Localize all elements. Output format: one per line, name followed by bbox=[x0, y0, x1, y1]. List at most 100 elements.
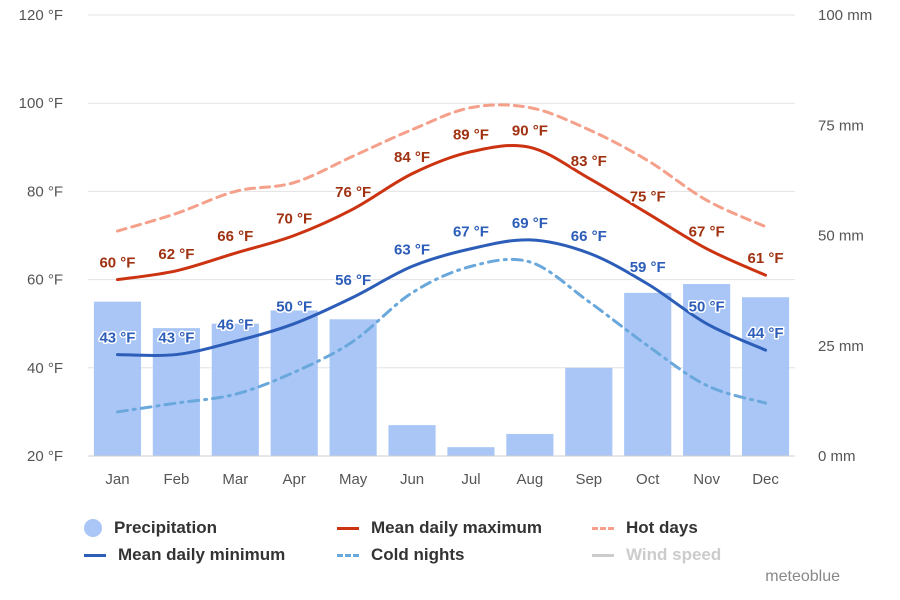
mean-daily-maximum-line bbox=[115, 144, 768, 282]
legend-label: Mean daily maximum bbox=[371, 518, 543, 537]
x-tick-label: Oct bbox=[636, 471, 660, 488]
legend-item-mean-daily-minimum[interactable]: Mean daily minimum bbox=[84, 544, 285, 566]
mean-daily-minimum-label-halo: 59 °F bbox=[630, 259, 666, 276]
mean-daily-maximum-label: 76 °F bbox=[335, 184, 371, 201]
mean-daily-maximum-label-halo: 76 °F bbox=[335, 184, 371, 201]
legend-dashed-line-icon bbox=[592, 526, 614, 530]
mean-daily-maximum-label: 83 °F bbox=[571, 153, 607, 170]
legend-circle-icon bbox=[84, 519, 102, 537]
mean-daily-minimum-label: 46 °F bbox=[217, 316, 253, 333]
mean-daily-maximum-label-halo: 89 °F bbox=[453, 127, 489, 144]
legend-item-mean-daily-maximum[interactable]: Mean daily maximum bbox=[337, 517, 542, 539]
mean-daily-maximum-label-halo: 70 °F bbox=[276, 211, 312, 228]
x-tick-label: Jun bbox=[400, 471, 424, 488]
mean-daily-minimum-label: 43 °F bbox=[158, 330, 194, 347]
y-left-tick-label: 80 °F bbox=[27, 183, 63, 200]
y-left-tick-label: 60 °F bbox=[27, 272, 63, 289]
mean-daily-minimum-label: 44 °F bbox=[748, 325, 784, 342]
mean-daily-minimum-label-halo: 56 °F bbox=[335, 272, 371, 289]
mean-daily-minimum-label: 59 °F bbox=[630, 259, 666, 276]
mean-daily-minimum-label-halo: 43 °F bbox=[158, 330, 194, 347]
mean-daily-maximum-label: 62 °F bbox=[158, 246, 194, 263]
mean-daily-minimum-line bbox=[115, 238, 768, 358]
mean-daily-maximum-label: 90 °F bbox=[512, 122, 548, 139]
x-tick-label: Sep bbox=[575, 471, 602, 488]
legend-label: Wind speed bbox=[626, 545, 722, 564]
precipitation-bar bbox=[741, 297, 790, 456]
x-tick-label: Apr bbox=[283, 471, 306, 488]
precipitation-bar bbox=[624, 292, 672, 456]
mean-daily-maximum-label: 89 °F bbox=[453, 127, 489, 144]
y-left-tick-label: 120 °F bbox=[19, 7, 63, 24]
mean-daily-minimum-label: 56 °F bbox=[335, 272, 371, 289]
legend-item-precipitation[interactable]: Precipitation bbox=[84, 517, 217, 539]
mean-daily-maximum-label: 75 °F bbox=[630, 188, 666, 205]
legend-line-icon bbox=[337, 526, 359, 530]
y-left-tick-label: 20 °F bbox=[27, 448, 63, 465]
mean-daily-maximum-label: 70 °F bbox=[276, 211, 312, 228]
mean-daily-maximum-label-halo: 67 °F bbox=[689, 224, 725, 241]
mean-daily-maximum-label-halo: 66 °F bbox=[217, 228, 253, 245]
x-tick-label: Mar bbox=[222, 471, 248, 488]
y-right-tick-label: 75 mm bbox=[818, 117, 864, 134]
cold-nights-line bbox=[115, 257, 768, 414]
legend-dashdot-line-icon bbox=[337, 553, 359, 557]
y-right-tick-label: 25 mm bbox=[818, 338, 864, 355]
mean-daily-maximum-label-halo: 62 °F bbox=[158, 246, 194, 263]
mean-daily-minimum-label-halo: 50 °F bbox=[689, 299, 725, 316]
credit-label: meteoblue bbox=[765, 568, 840, 585]
mean-daily-minimum-label-halo: 43 °F bbox=[99, 330, 135, 347]
precipitation-bar bbox=[565, 367, 613, 456]
mean-daily-minimum-label-halo: 67 °F bbox=[453, 224, 489, 241]
legend-label: Mean daily minimum bbox=[118, 545, 286, 564]
mean-daily-maximum-label-halo: 84 °F bbox=[394, 149, 430, 166]
legend-line-icon bbox=[592, 553, 614, 557]
precipitation-bar bbox=[93, 301, 142, 456]
mean-daily-minimum-label-halo: 50 °F bbox=[276, 299, 312, 316]
x-tick-label: Dec bbox=[752, 471, 779, 488]
x-tick-label: Aug bbox=[517, 471, 544, 488]
x-tick-label: Nov bbox=[693, 471, 720, 488]
legend-label: Hot days bbox=[626, 518, 698, 537]
mean-daily-minimum-label: 63 °F bbox=[394, 241, 430, 258]
mean-daily-minimum-label: 50 °F bbox=[689, 299, 725, 316]
mean-daily-maximum-label: 84 °F bbox=[394, 149, 430, 166]
mean-daily-maximum-label: 66 °F bbox=[217, 228, 253, 245]
mean-daily-minimum-label-halo: 66 °F bbox=[571, 228, 607, 245]
legend-item-cold-nights[interactable]: Cold nights bbox=[337, 544, 464, 566]
precipitation-bar bbox=[447, 447, 495, 456]
x-tick-label: Feb bbox=[163, 471, 189, 488]
mean-daily-minimum-label: 67 °F bbox=[453, 224, 489, 241]
x-tick-label: Jul bbox=[461, 471, 480, 488]
mean-daily-maximum-label-halo: 61 °F bbox=[748, 250, 784, 267]
mean-daily-minimum-label: 69 °F bbox=[512, 215, 548, 232]
chart-legend: Precipitation Mean daily maximum Hot day… bbox=[0, 510, 900, 570]
mean-daily-minimum-label-halo: 63 °F bbox=[394, 241, 430, 258]
mean-daily-minimum-label-halo: 69 °F bbox=[512, 215, 548, 232]
precipitation-bar bbox=[152, 328, 200, 456]
mean-daily-minimum-label: 66 °F bbox=[571, 228, 607, 245]
mean-daily-maximum-label: 60 °F bbox=[99, 255, 135, 272]
mean-daily-minimum-label-halo: 44 °F bbox=[748, 325, 784, 342]
hot-days-line bbox=[115, 103, 768, 233]
climate-chart: 20 °F 40 °F 60 °F 80 °F 100 °F 120 °F 0 mm 25 m… bbox=[19, 7, 873, 488]
mean-daily-maximum-label-halo: 83 °F bbox=[571, 153, 607, 170]
legend-label: Precipitation bbox=[114, 518, 217, 537]
y-left-tick-label: 100 °F bbox=[19, 95, 63, 112]
precipitation-bar bbox=[270, 310, 318, 456]
legend-label: Cold nights bbox=[371, 545, 465, 564]
mean-daily-maximum-label: 67 °F bbox=[689, 224, 725, 241]
legend-item-hot-days[interactable]: Hot days bbox=[592, 517, 698, 539]
mean-daily-minimum-label-halo: 46 °F bbox=[217, 316, 253, 333]
mean-daily-minimum-label: 50 °F bbox=[276, 299, 312, 316]
precipitation-bar bbox=[388, 425, 436, 456]
legend-item-wind-speed[interactable]: Wind speed bbox=[592, 544, 721, 566]
mean-daily-maximum-label-halo: 75 °F bbox=[630, 188, 666, 205]
mean-daily-maximum-label: 61 °F bbox=[748, 250, 784, 267]
y-left-tick-label: 40 °F bbox=[27, 360, 63, 377]
x-tick-label: Jan bbox=[105, 471, 129, 488]
mean-daily-maximum-label-halo: 60 °F bbox=[99, 255, 135, 272]
y-right-tick-label: 50 mm bbox=[818, 228, 864, 245]
precipitation-bar bbox=[506, 433, 554, 456]
y-right-tick-label: 0 mm bbox=[818, 448, 856, 465]
